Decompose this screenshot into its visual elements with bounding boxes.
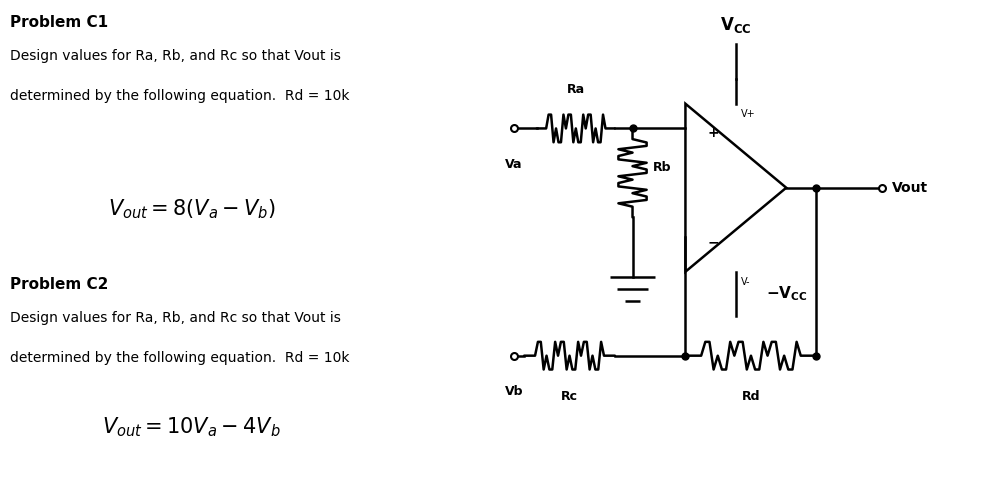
Text: Ra: Ra [566, 83, 585, 96]
Text: Rc: Rc [561, 390, 578, 403]
Text: Problem C1: Problem C1 [10, 15, 108, 30]
Text: Design values for Ra, Rb, and Rc so that Vout is: Design values for Ra, Rb, and Rc so that… [10, 49, 341, 63]
Text: V-: V- [741, 277, 750, 287]
Text: determined by the following equation.  Rd = 10k: determined by the following equation. Rd… [10, 89, 350, 103]
Text: Rd: Rd [742, 390, 760, 403]
Text: Rb: Rb [653, 162, 671, 174]
Text: +: + [708, 126, 719, 140]
Text: −: − [708, 235, 719, 249]
Text: determined by the following equation.  Rd = 10k: determined by the following equation. Rd… [10, 351, 350, 365]
Text: $\mathbf{-V_{CC}}$: $\mathbf{-V_{CC}}$ [766, 285, 807, 303]
Text: V+: V+ [741, 109, 756, 119]
Text: Design values for Ra, Rb, and Rc so that Vout is: Design values for Ra, Rb, and Rc so that… [10, 311, 341, 325]
Text: Va: Va [505, 158, 523, 171]
Text: Problem C2: Problem C2 [10, 277, 109, 291]
Text: $\mathbf{V_{CC}}$: $\mathbf{V_{CC}}$ [720, 15, 752, 35]
Text: $V_{out} = 8(V_a - V_b)$: $V_{out} = 8(V_a - V_b)$ [108, 198, 275, 221]
Text: Vout: Vout [892, 181, 928, 195]
Text: Vb: Vb [505, 385, 523, 398]
Text: $V_{out} = 10V_a - 4V_b$: $V_{out} = 10V_a - 4V_b$ [102, 415, 281, 439]
